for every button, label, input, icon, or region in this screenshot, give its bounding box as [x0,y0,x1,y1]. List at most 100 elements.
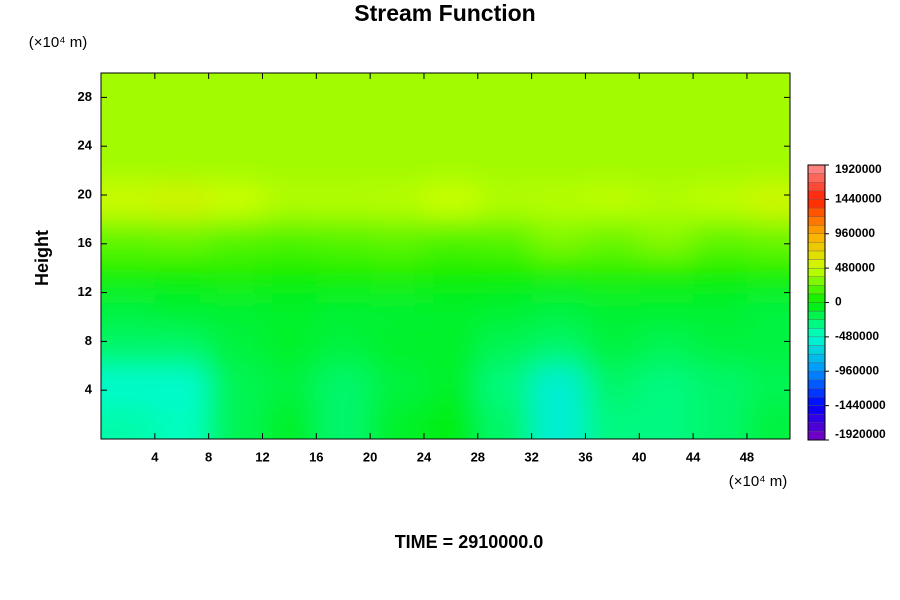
field-cell [208,256,264,294]
x-tick-label: 36 [578,449,592,464]
field-cell [316,182,372,221]
colorbar-band [807,431,826,441]
field-cell [477,256,533,294]
field-cell [423,402,479,439]
field-cell [477,402,533,439]
field-cell [477,219,533,257]
field-cell [477,329,533,367]
field-cell [477,109,533,148]
field-cell [208,109,264,148]
field-cell [208,146,264,184]
colorbar-band [807,233,826,243]
field-cell [154,292,210,331]
field-cell [639,329,695,367]
colorbar-band [807,345,826,355]
field-cell [423,73,479,111]
field-cell [531,365,587,404]
field-cell [101,146,156,184]
field-cell [370,73,425,111]
field-cell [477,146,533,184]
colorbar-band [807,267,826,277]
field-cell [208,219,264,257]
y-tick-label: 12 [78,284,92,299]
field-cell [746,219,790,257]
field-cell [316,256,372,294]
field-cell [477,182,533,221]
field-cell [693,219,748,257]
colorbar-band [807,396,826,406]
field-cell [531,73,587,111]
field-cell [693,73,748,111]
x-tick-label: 16 [309,449,323,464]
field-cell [423,292,479,331]
field-cell [154,219,210,257]
field-cell [154,329,210,367]
x-tick-label: 24 [417,449,432,464]
x-tick-label: 12 [255,449,269,464]
y-tick-label: 24 [78,138,93,153]
field-cell [746,292,790,331]
colorbar-band [807,388,826,398]
field-cell [585,182,641,221]
colorbar-band [807,199,826,209]
field-cell [316,219,372,257]
field-cell [262,219,318,257]
field-cell [370,146,425,184]
field-cell [370,402,425,439]
field-cell [423,329,479,367]
field-cell [370,256,425,294]
field-cell [101,109,156,148]
field-cell [101,182,156,221]
field-cell [746,365,790,404]
field-cell [262,292,318,331]
field-cell [370,329,425,367]
y-tick-label: 4 [85,382,93,397]
field-cell [101,365,156,404]
field-cell [746,329,790,367]
x-tick-label: 8 [205,449,212,464]
y-label: Height [32,230,52,286]
field-cell [746,109,790,148]
field-cell [531,182,587,221]
field-cell [746,146,790,184]
colorbar-band [807,173,826,183]
colorbar-band [807,182,826,191]
colorbar-label: 1440000 [835,192,882,206]
field-cell [639,402,695,439]
colorbar-label: -480000 [835,329,879,343]
field-cell [693,109,748,148]
field-cell [370,292,425,331]
colorbar-band [807,302,826,312]
colorbar-label: -960000 [835,363,879,377]
field-cell [208,182,264,221]
field-cell [746,256,790,294]
field-cell [693,365,748,404]
field-cell [639,73,695,111]
field-cell [370,365,425,404]
field-cell [639,109,695,148]
field-cell [477,73,533,111]
field-cell [639,292,695,331]
colorbar-label: -1440000 [835,398,886,412]
y-unit: (×10⁴ m) [29,34,88,51]
colorbar-band [807,190,826,200]
field-cell [531,256,587,294]
field-cell [262,73,318,111]
colorbar-band [807,353,826,363]
footer: TIME = 2910000.0 [395,532,544,552]
field-cell [423,256,479,294]
field-cell [423,219,479,257]
chart-title: Stream Function [354,0,535,26]
field-cell [477,365,533,404]
field-cell [370,109,425,148]
field-cell [208,292,264,331]
field-cell [101,402,156,439]
field-cell [693,292,748,331]
field-cell [316,402,372,439]
field-cell [639,182,695,221]
field-cell [746,182,790,221]
colorbar-band [807,164,826,174]
y-tick-label: 20 [78,186,92,201]
colorbar-band [807,259,826,269]
